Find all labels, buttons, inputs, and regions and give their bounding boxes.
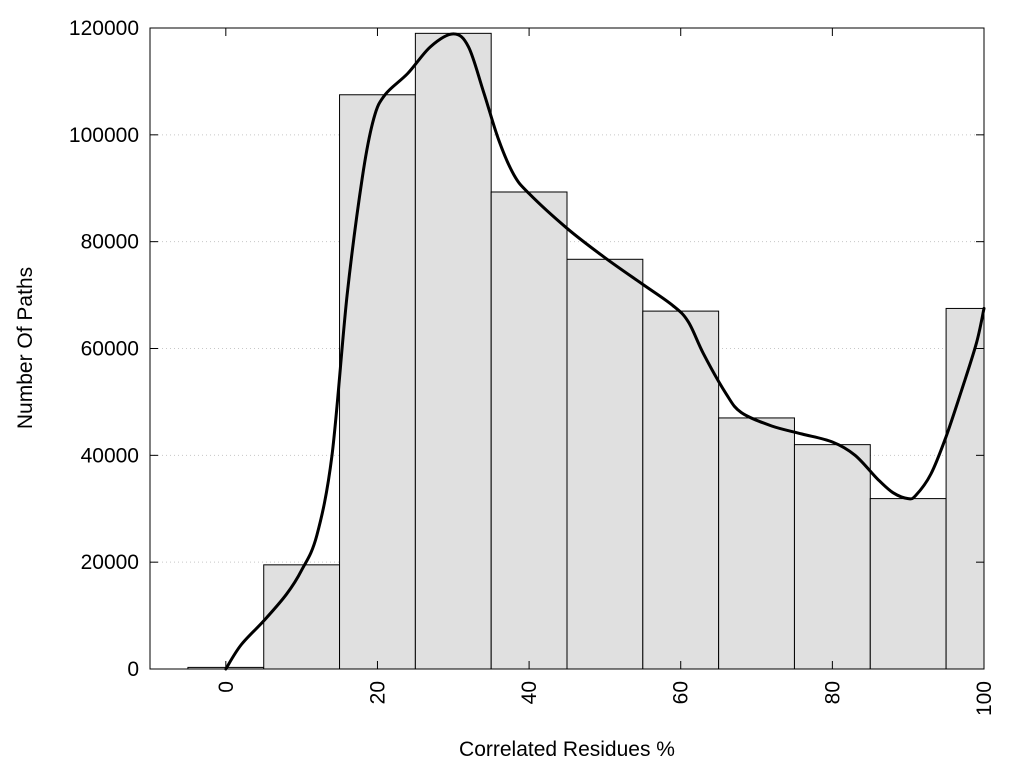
fit-curve: [224, 32, 986, 671]
histogram-bar: [339, 94, 416, 670]
x-axis-title: Correlated Residues %: [459, 738, 675, 761]
y-tick-label: 60000: [81, 338, 139, 361]
plot-frame: [149, 27, 985, 670]
x-tick-label: 0: [215, 681, 238, 693]
histogram-bar: [263, 564, 341, 670]
y-tick-label: 80000: [81, 231, 139, 254]
histogram-bar: [642, 310, 720, 670]
x-tick-label: 20: [366, 681, 389, 704]
y-tick-label: 100000: [69, 124, 139, 147]
y-axis-title: Number Of Paths: [14, 267, 37, 429]
y-tick-label: 20000: [81, 551, 139, 574]
y-tick-label: 120000: [69, 17, 139, 40]
histogram-bar: [718, 417, 795, 670]
x-tick-label: 100: [973, 681, 996, 716]
histogram-bar: [869, 498, 947, 670]
x-tick-label: 80: [821, 681, 844, 704]
x-tick-label: 40: [518, 681, 541, 704]
x-tick-labels: 0 20 40 60 80 100: [215, 681, 996, 716]
bars: [187, 32, 985, 670]
histogram-bar: [945, 307, 985, 670]
x-tick-label: 60: [670, 681, 693, 704]
histogram-bar: [793, 444, 871, 670]
y-tick-labels: 0 20000 40000 60000 80000 100000 120000: [69, 17, 139, 681]
y-tick-label: 0: [127, 658, 139, 681]
histogram-bar: [490, 191, 568, 670]
density-curve: [224, 32, 986, 671]
histogram-bar: [566, 258, 644, 670]
y-tick-label: 40000: [81, 444, 139, 467]
histogram-bar: [414, 32, 492, 670]
